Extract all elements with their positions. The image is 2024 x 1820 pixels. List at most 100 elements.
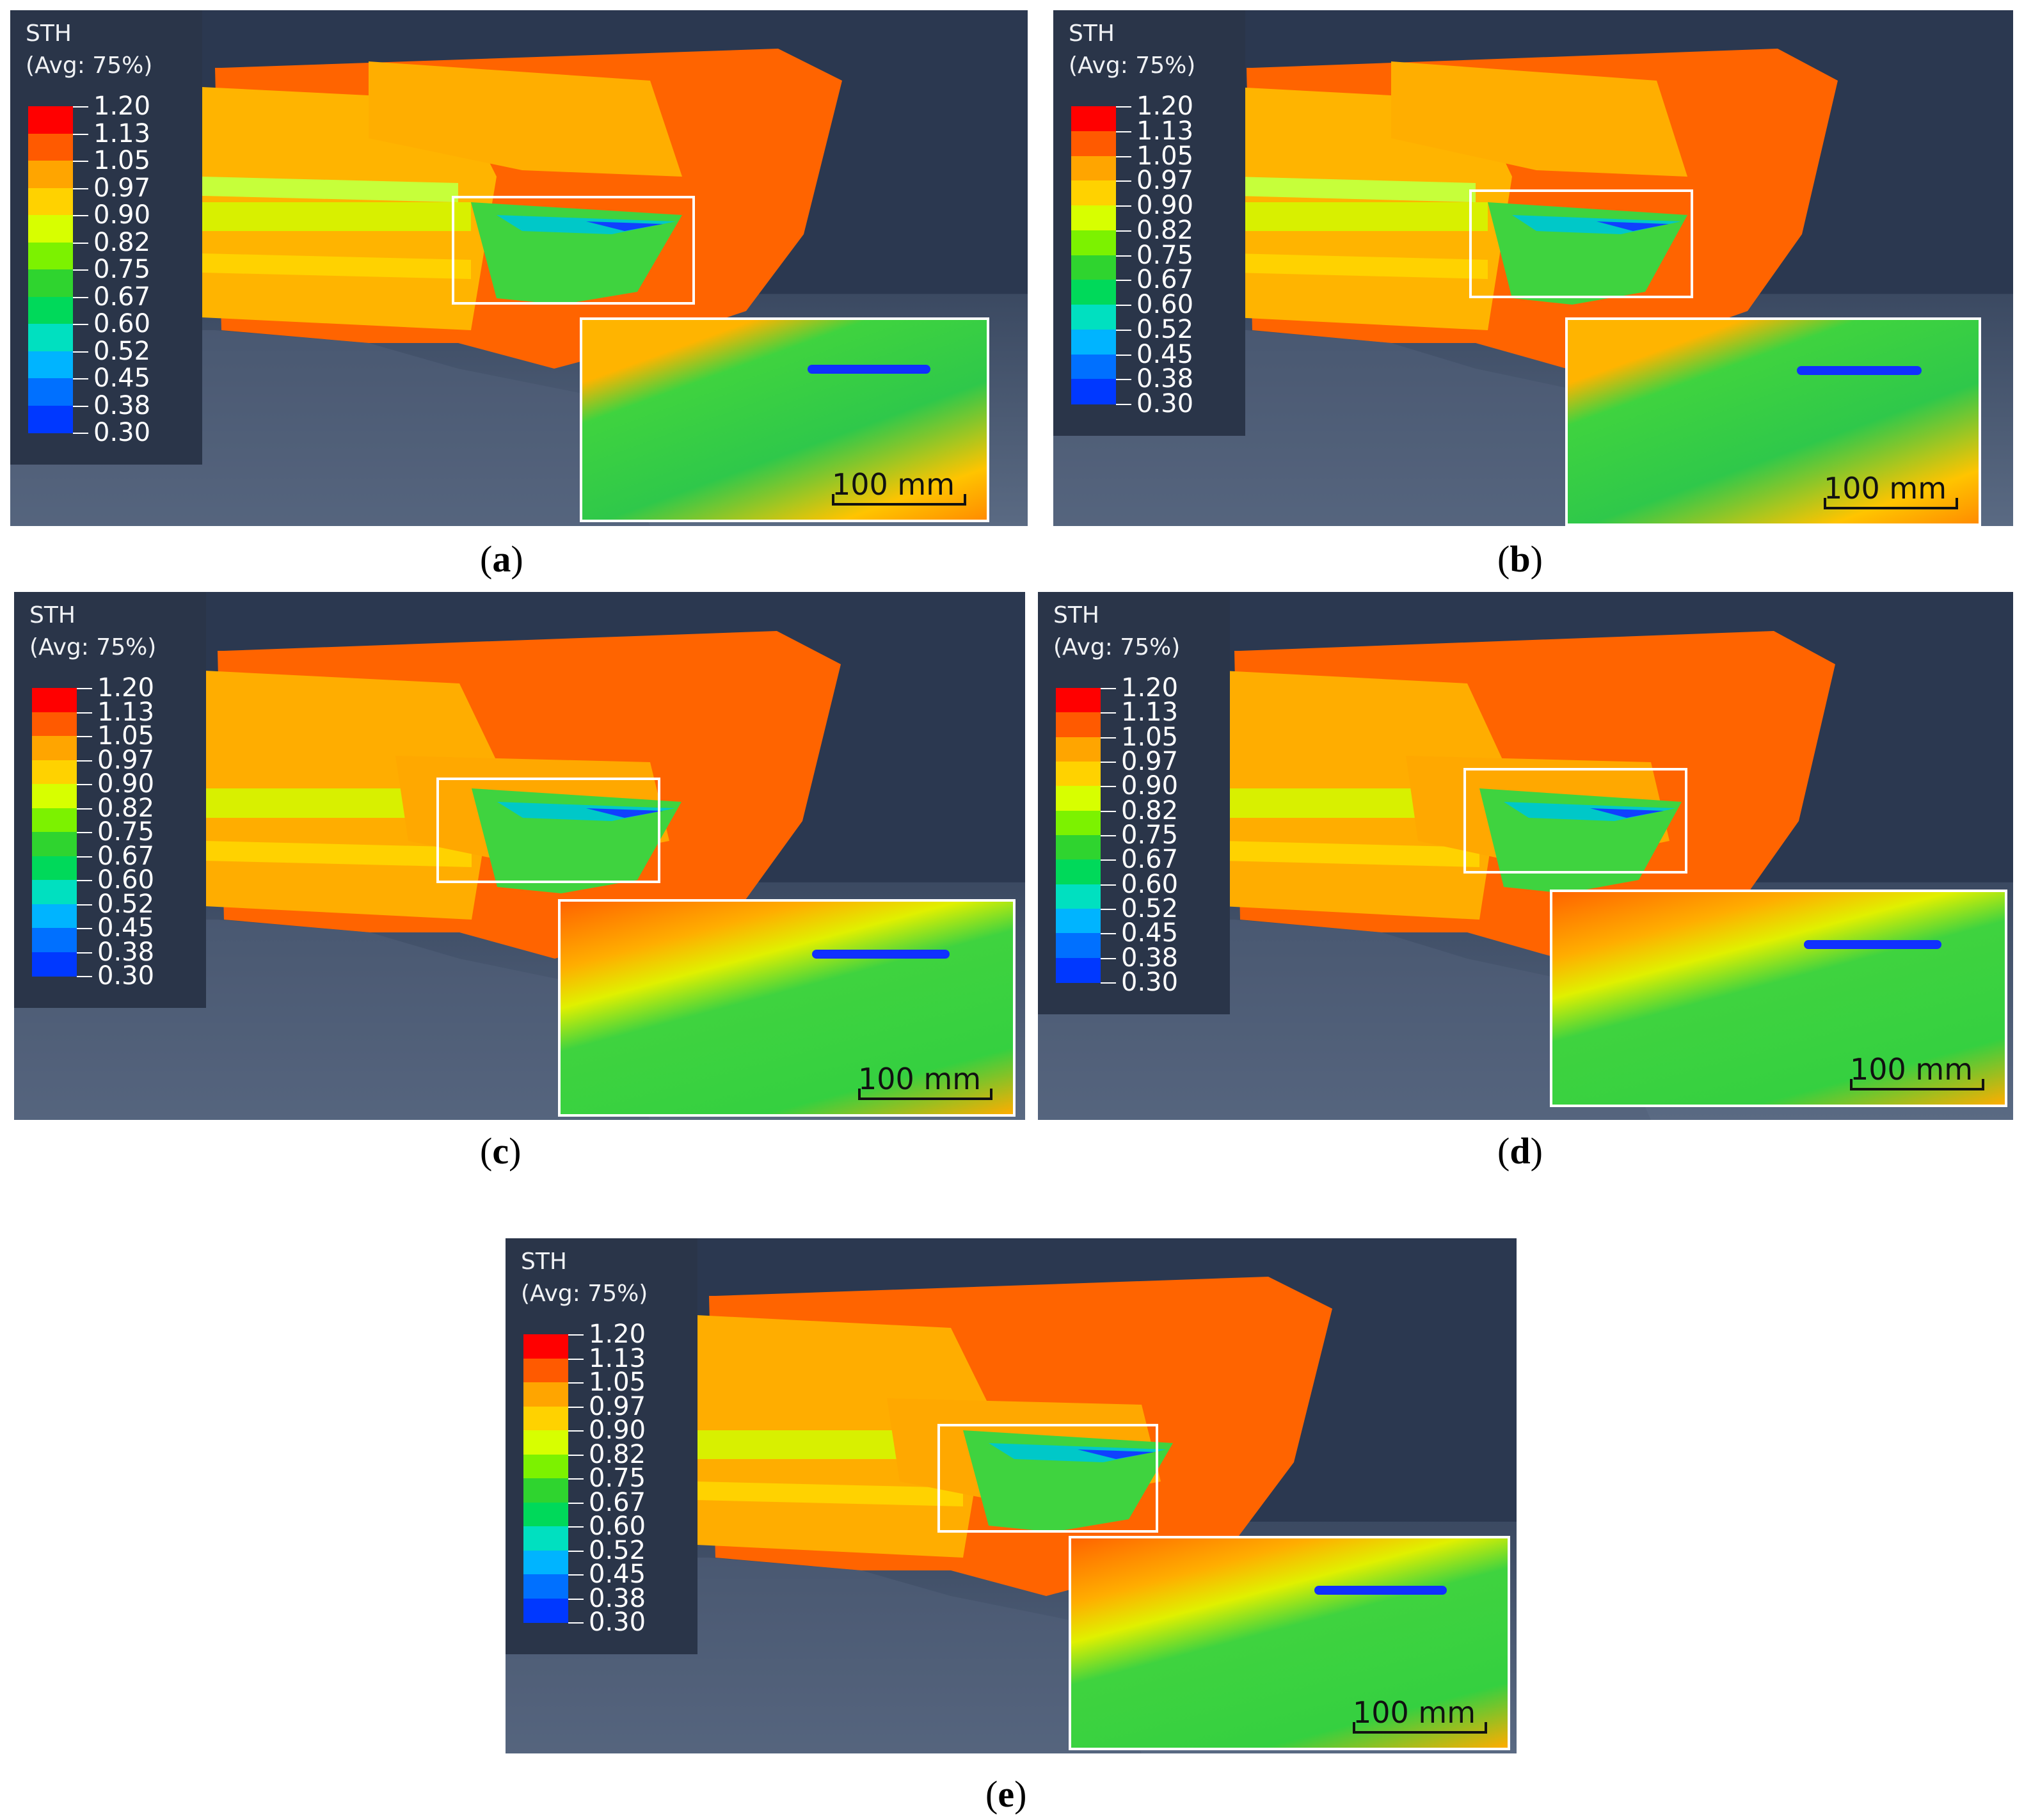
legend-level: 0.97 — [97, 745, 155, 775]
legend-tick — [73, 106, 88, 108]
legend-swatch — [32, 712, 77, 737]
zoom-region-box — [452, 196, 695, 305]
legend-swatch — [28, 133, 73, 161]
legend-level: 0.30 — [589, 1608, 646, 1637]
panel-caption-a: (a) — [480, 538, 523, 580]
thinning-zone — [1314, 1585, 1447, 1595]
legend-tick — [1101, 835, 1116, 836]
legend-level: 0.30 — [93, 418, 151, 447]
zoom-inset: 100 mm — [1069, 1536, 1510, 1750]
legend-level: 0.60 — [93, 309, 151, 339]
legend-tick — [73, 133, 88, 135]
legend-tick — [568, 1598, 584, 1600]
legend-swatch — [1056, 786, 1101, 811]
thinning-zone — [1804, 939, 1941, 949]
legend-tick — [568, 1430, 584, 1432]
scale-bar: 100 mm — [832, 467, 966, 506]
legend-tick — [77, 928, 92, 929]
contour-legend: STH (Avg: 75%) 1.20 1.13 1.05 0.97 0.90 0.82 0.7… — [14, 592, 206, 1008]
legend-swatch — [32, 880, 77, 905]
legend-tick — [1101, 712, 1116, 714]
legend-subtitle: (Avg: 75%) — [1053, 634, 1181, 660]
legend-title: STH — [26, 20, 72, 47]
zoom-region-box — [1463, 768, 1687, 874]
caption-letter: a — [492, 538, 511, 580]
legend-swatch — [523, 1550, 568, 1575]
legend-swatch — [1071, 205, 1116, 231]
legend-level: 0.82 — [1121, 795, 1179, 826]
legend-level: 0.97 — [93, 173, 151, 203]
legend-level: 0.67 — [1136, 265, 1194, 295]
legend-level: 0.60 — [97, 865, 155, 895]
legend-swatch — [523, 1598, 568, 1623]
legend-swatch — [28, 405, 73, 433]
legend-swatch — [28, 351, 73, 379]
thinning-zone — [1796, 365, 1922, 375]
legend-tick — [1116, 404, 1131, 405]
legend-swatch — [28, 269, 73, 298]
legend-level: 0.60 — [1136, 290, 1194, 319]
legend-level: 1.20 — [589, 1320, 646, 1349]
scale-label: 100 mm — [1850, 1052, 1973, 1087]
legend-level: 0.38 — [93, 390, 151, 420]
legend-swatch — [32, 688, 77, 713]
legend-tick — [73, 433, 88, 434]
contour-panel-b: 100 mm STH (Avg: 75%) 1.20 1.13 1.05 0.97 0.90 0… — [1053, 10, 2013, 526]
legend-tick — [568, 1478, 584, 1480]
scale-label: 100 mm — [1824, 471, 1947, 506]
legend-level: 0.82 — [589, 1439, 646, 1469]
legend-swatch — [28, 188, 73, 216]
legend-tick — [568, 1502, 584, 1504]
legend-subtitle: (Avg: 75%) — [29, 634, 157, 660]
legend-swatch — [32, 736, 77, 761]
contour-panel-c: 100 mm STH (Avg: 75%) 1.20 1.13 1.05 0.97 0.90 0… — [14, 592, 1025, 1120]
legend-level: 0.30 — [1136, 389, 1194, 419]
legend-level: 0.52 — [589, 1535, 646, 1565]
legend-subtitle: (Avg: 75%) — [521, 1281, 648, 1307]
legend-tick — [1101, 810, 1116, 812]
legend-swatch — [28, 215, 73, 243]
legend-swatch — [1071, 305, 1116, 330]
legend-level: 0.90 — [97, 769, 155, 799]
legend-tick — [1116, 106, 1131, 108]
scale-bar: 100 mm — [1850, 1052, 1984, 1090]
legend-level: 0.82 — [93, 227, 151, 257]
legend-level: 1.05 — [589, 1368, 646, 1397]
legend-tick — [77, 856, 92, 858]
legend-tick — [77, 808, 92, 810]
legend-tick — [73, 405, 88, 407]
legend-tick — [77, 904, 92, 906]
legend-level: 0.67 — [1121, 845, 1179, 875]
legend-tick — [568, 1334, 584, 1336]
panel-caption-b: (b) — [1497, 538, 1543, 580]
legend-tick — [1101, 688, 1116, 689]
legend-level: 0.38 — [1121, 943, 1179, 973]
legend-subtitle: (Avg: 75%) — [26, 52, 153, 79]
legend-tick — [1101, 909, 1116, 910]
caption-letter: e — [998, 1773, 1015, 1815]
scale-bar-line — [832, 494, 966, 506]
scale-bar: 100 mm — [1824, 471, 1958, 509]
legend-level: 0.38 — [97, 937, 155, 967]
zoom-region-box — [436, 778, 660, 883]
legend-swatch — [32, 784, 77, 809]
legend-tick — [1116, 156, 1131, 157]
legend-tick — [77, 880, 92, 881]
scale-bar-line — [1353, 1722, 1487, 1734]
scale-bar: 100 mm — [858, 1062, 992, 1100]
legend-level: 0.82 — [1136, 215, 1194, 245]
legend-level: 0.67 — [589, 1487, 646, 1517]
legend-swatch — [523, 1358, 568, 1383]
legend-tick — [568, 1358, 584, 1360]
legend-tick — [1116, 205, 1131, 207]
legend-tick — [1116, 255, 1131, 257]
legend-swatch — [1056, 859, 1101, 885]
legend-swatch — [523, 1430, 568, 1455]
legend-tick — [77, 952, 92, 954]
legend-level: 0.75 — [1121, 820, 1179, 850]
legend-swatch — [523, 1478, 568, 1503]
caption-letter: c — [492, 1130, 509, 1172]
contour-legend: STH (Avg: 75%) 1.20 1.13 1.05 0.97 0.90 0.82 0.7… — [506, 1238, 697, 1654]
legend-level: 1.20 — [1136, 92, 1194, 121]
legend-swatch — [523, 1406, 568, 1431]
